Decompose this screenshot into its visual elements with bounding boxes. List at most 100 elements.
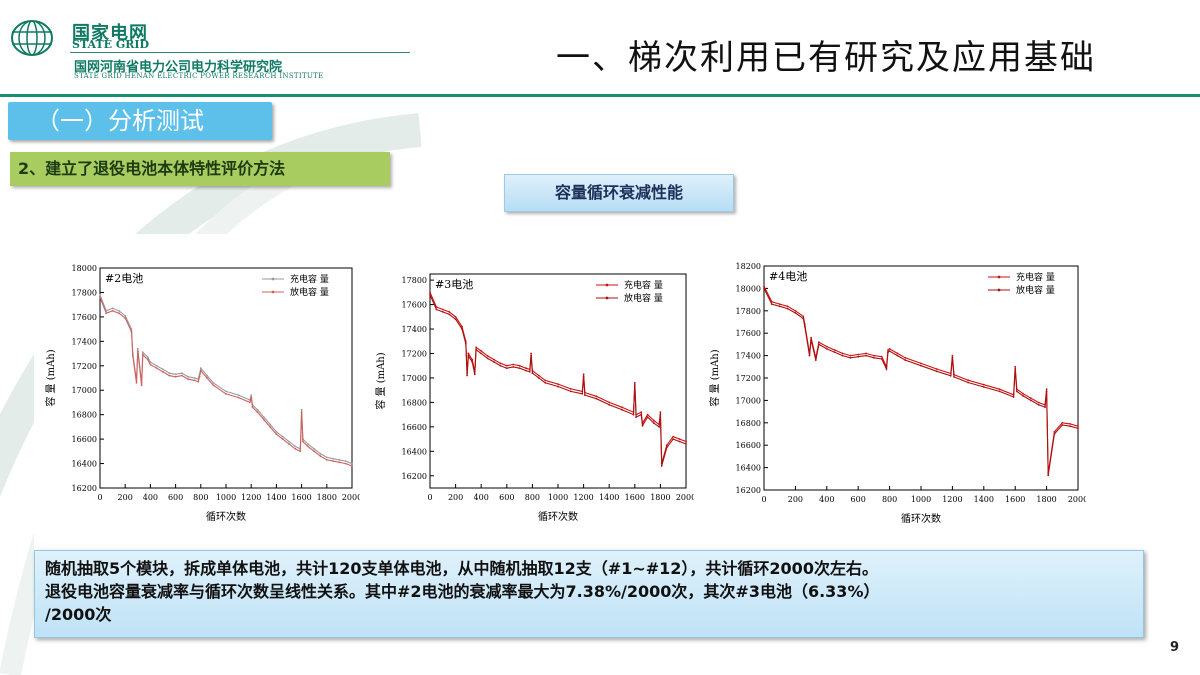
data-point bbox=[825, 348, 828, 350]
data-point bbox=[499, 362, 502, 365]
page-title: 一、梯次利用已有研究及应用基础 bbox=[556, 38, 1096, 78]
legend-marker bbox=[605, 296, 609, 300]
data-point bbox=[951, 356, 954, 359]
data-point bbox=[518, 364, 521, 367]
data-point bbox=[187, 375, 190, 378]
y-tick-label: 16400 bbox=[72, 460, 97, 469]
data-point bbox=[582, 373, 585, 376]
series-line bbox=[429, 292, 687, 464]
data-point bbox=[319, 452, 322, 455]
data-point bbox=[505, 367, 508, 370]
x-tick-label: 800 bbox=[525, 493, 540, 502]
data-point bbox=[794, 309, 797, 312]
data-point bbox=[288, 443, 290, 445]
data-point bbox=[786, 307, 789, 310]
subsection-heading: 2、建立了退役电池本体特性评价方法 bbox=[10, 152, 390, 186]
data-point bbox=[685, 443, 687, 445]
plot-frame bbox=[763, 265, 1079, 491]
data-point bbox=[557, 385, 559, 388]
data-point bbox=[344, 460, 347, 462]
data-point bbox=[653, 419, 655, 422]
data-point bbox=[181, 374, 183, 377]
plot-frame bbox=[99, 267, 353, 489]
legend-label: 放电容 量 bbox=[290, 286, 329, 298]
data-point bbox=[99, 294, 101, 296]
data-point bbox=[486, 357, 489, 360]
data-point bbox=[633, 384, 636, 387]
data-point bbox=[633, 381, 636, 384]
description-line-3: /2000次 bbox=[45, 605, 112, 624]
data-point bbox=[124, 314, 127, 317]
x-tick-label: 0 bbox=[761, 495, 766, 504]
data-point bbox=[275, 430, 278, 433]
data-point bbox=[461, 325, 463, 328]
x-tick-label: 1200 bbox=[573, 493, 593, 502]
data-point bbox=[281, 438, 284, 440]
data-point bbox=[659, 411, 662, 414]
data-point bbox=[763, 285, 765, 288]
data-point bbox=[199, 369, 202, 372]
chart-title: #2电池 bbox=[105, 272, 143, 285]
data-point bbox=[920, 364, 922, 367]
y-tick-label: 17200 bbox=[736, 374, 761, 383]
y-tick-label: 17400 bbox=[402, 325, 427, 334]
data-point bbox=[582, 375, 585, 378]
data-point bbox=[581, 392, 584, 395]
data-point bbox=[518, 367, 521, 370]
y-tick-label: 16400 bbox=[736, 464, 761, 473]
page-number: 9 bbox=[1170, 640, 1180, 655]
y-tick-label: 17800 bbox=[402, 276, 427, 285]
data-point bbox=[351, 465, 353, 467]
data-point bbox=[865, 354, 867, 357]
data-point bbox=[873, 356, 875, 359]
y-tick-label: 16200 bbox=[736, 486, 761, 495]
y-tick-label: 17200 bbox=[402, 349, 427, 358]
battery-3-chart: 0 200 400 600 800 1000 1200 1400 1600 1800 2000 162… bbox=[374, 273, 694, 523]
data-point bbox=[269, 423, 271, 426]
series-line bbox=[99, 294, 353, 465]
x-tick-label: 800 bbox=[882, 495, 897, 504]
x-axis-label: 循环次数 bbox=[538, 510, 578, 523]
data-point bbox=[595, 397, 598, 400]
data-point bbox=[640, 413, 643, 416]
data-point bbox=[294, 445, 297, 448]
data-point bbox=[685, 440, 687, 443]
data-point bbox=[544, 379, 547, 382]
data-point bbox=[920, 362, 922, 365]
data-point bbox=[338, 459, 341, 461]
data-point bbox=[537, 377, 540, 379]
x-tick-label: 400 bbox=[143, 493, 158, 502]
data-point bbox=[162, 368, 164, 371]
data-point bbox=[531, 372, 534, 374]
x-tick-label: 600 bbox=[168, 493, 183, 502]
legend-marker bbox=[997, 288, 1001, 292]
x-tick-label: 1200 bbox=[241, 493, 261, 502]
data-point bbox=[454, 318, 457, 321]
data-point bbox=[1030, 397, 1032, 400]
data-point bbox=[149, 363, 152, 366]
series-line bbox=[99, 297, 353, 467]
data-point bbox=[998, 388, 1001, 391]
data-point bbox=[887, 351, 889, 354]
data-point bbox=[1053, 433, 1056, 435]
data-point bbox=[256, 411, 259, 414]
y-tick-label: 17800 bbox=[736, 307, 761, 316]
data-point bbox=[212, 384, 215, 387]
y-tick-label: 16800 bbox=[736, 419, 761, 428]
y-tick-label: 17600 bbox=[402, 301, 427, 310]
data-point bbox=[998, 390, 1001, 393]
data-point bbox=[621, 406, 623, 409]
x-tick-label: 1400 bbox=[266, 493, 286, 502]
data-point bbox=[778, 305, 781, 308]
data-point bbox=[849, 356, 852, 359]
data-point bbox=[302, 440, 304, 443]
data-point bbox=[461, 328, 463, 330]
data-point bbox=[338, 461, 341, 464]
data-point bbox=[1045, 388, 1048, 391]
data-point bbox=[1012, 396, 1015, 398]
data-point bbox=[763, 287, 765, 290]
data-point bbox=[168, 374, 171, 377]
data-point bbox=[174, 373, 177, 376]
data-point bbox=[818, 343, 820, 346]
data-point bbox=[1077, 425, 1079, 428]
